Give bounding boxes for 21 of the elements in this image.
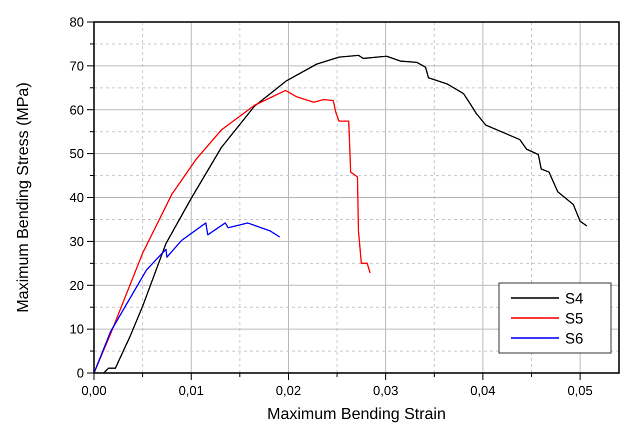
legend-label: S6: [565, 330, 584, 348]
x-tick-label: 0,01: [178, 383, 204, 398]
y-tick-label: 40: [70, 190, 84, 206]
y-tick-label: 0: [76, 366, 84, 381]
y-axis-title: Maximum Bending Stress (MPa): [15, 82, 32, 313]
y-tick-label: 70: [70, 58, 84, 74]
y-tick-label: 60: [70, 102, 84, 118]
x-axis-title: Maximum Bending Strain: [267, 406, 446, 423]
y-tick-label: 50: [70, 146, 84, 162]
y-tick-label: 20: [70, 278, 84, 293]
line-series: [94, 222, 280, 373]
x-tick-label: 0,03: [373, 383, 398, 398]
y-tick-label: 30: [70, 234, 84, 249]
x-tick-label: 0,05: [567, 383, 593, 398]
x-tick-label: 0,02: [276, 383, 302, 398]
x-tick-label: 0,04: [470, 383, 496, 398]
legend-label: S5: [565, 310, 584, 328]
legend-label: S4: [565, 290, 584, 308]
y-tick-label: 10: [70, 322, 84, 337]
y-tick-label: 80: [70, 14, 84, 30]
x-tick-label: 0,00: [81, 383, 107, 398]
